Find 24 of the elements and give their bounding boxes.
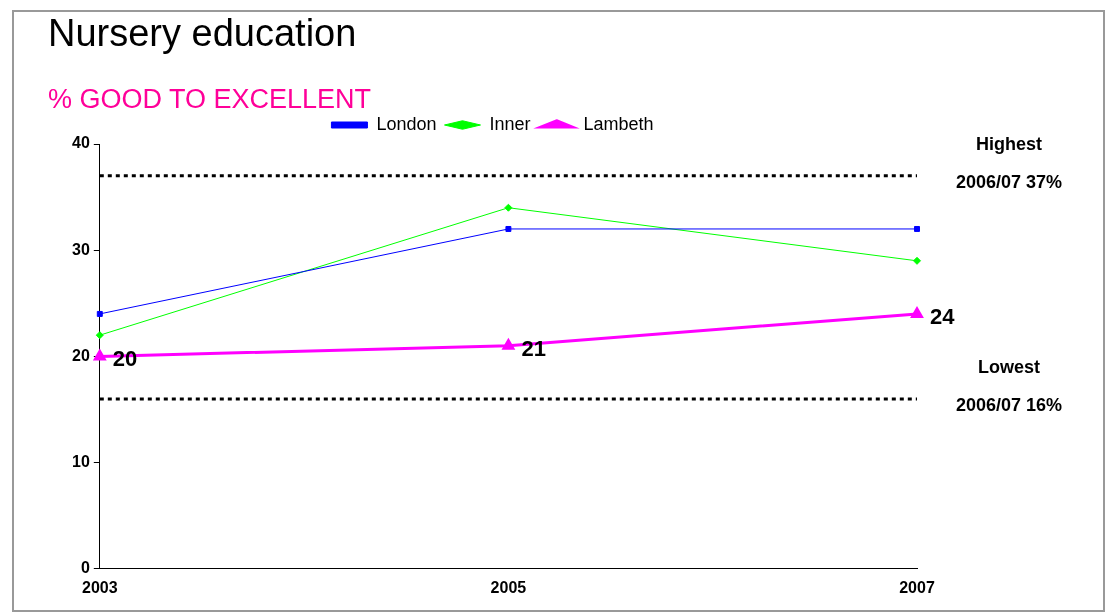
data-label: 24 (930, 303, 956, 329)
point (504, 203, 513, 212)
chart-title: Nursery education (48, 12, 357, 55)
y-tick-label: 10 (72, 453, 90, 471)
point (96, 310, 103, 317)
ref-line-label: Lowest 2006/07 16% (955, 356, 1063, 415)
point (505, 225, 512, 232)
x-tick-label: 2007 (899, 578, 935, 596)
point (93, 349, 106, 361)
point (913, 256, 921, 265)
point (914, 225, 920, 232)
ref-line-label: Highest 2006/07 37% (955, 133, 1063, 192)
legend-label: Inner (489, 113, 531, 134)
x-tick-label: 2005 (490, 578, 527, 596)
y-tick-label: 40 (72, 134, 90, 152)
chart-subtitle: % GOOD TO EXCELLENT (48, 84, 372, 115)
legend-label: London (376, 113, 437, 134)
y-tick-label: 0 (80, 559, 90, 577)
point (95, 331, 104, 340)
y-tick-label: 30 (72, 240, 90, 258)
x-tick-label: 2003 (82, 578, 118, 596)
y-tick-label: 20 (72, 346, 90, 364)
legend-label: Lambeth (583, 113, 654, 134)
point (911, 307, 923, 318)
